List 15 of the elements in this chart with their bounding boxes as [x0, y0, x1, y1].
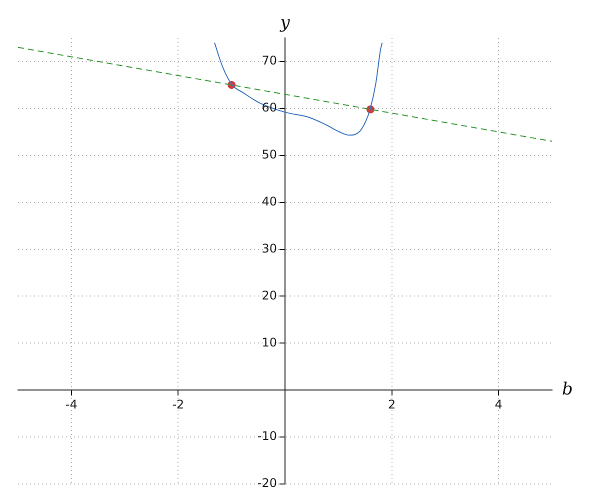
y-tick-label: 70 [262, 54, 277, 68]
y-tick-label: 40 [262, 194, 277, 208]
y-tick-label: 50 [262, 147, 277, 162]
y-tick-label: -20 [257, 476, 277, 490]
line-series [214, 42, 383, 136]
y-tick-label: 10 [262, 335, 277, 350]
x-tick-label: 2 [388, 397, 396, 412]
y-axis-title: y [279, 12, 290, 33]
x-tick-label: -2 [172, 397, 184, 412]
x-tick-label: 4 [494, 397, 502, 412]
y-tick-label: -10 [257, 429, 277, 444]
x-tick-label: -4 [65, 397, 78, 412]
y-tick-label: 30 [262, 241, 277, 256]
x-axis-title: b [562, 380, 573, 400]
y-tick-label: 20 [262, 288, 277, 302]
